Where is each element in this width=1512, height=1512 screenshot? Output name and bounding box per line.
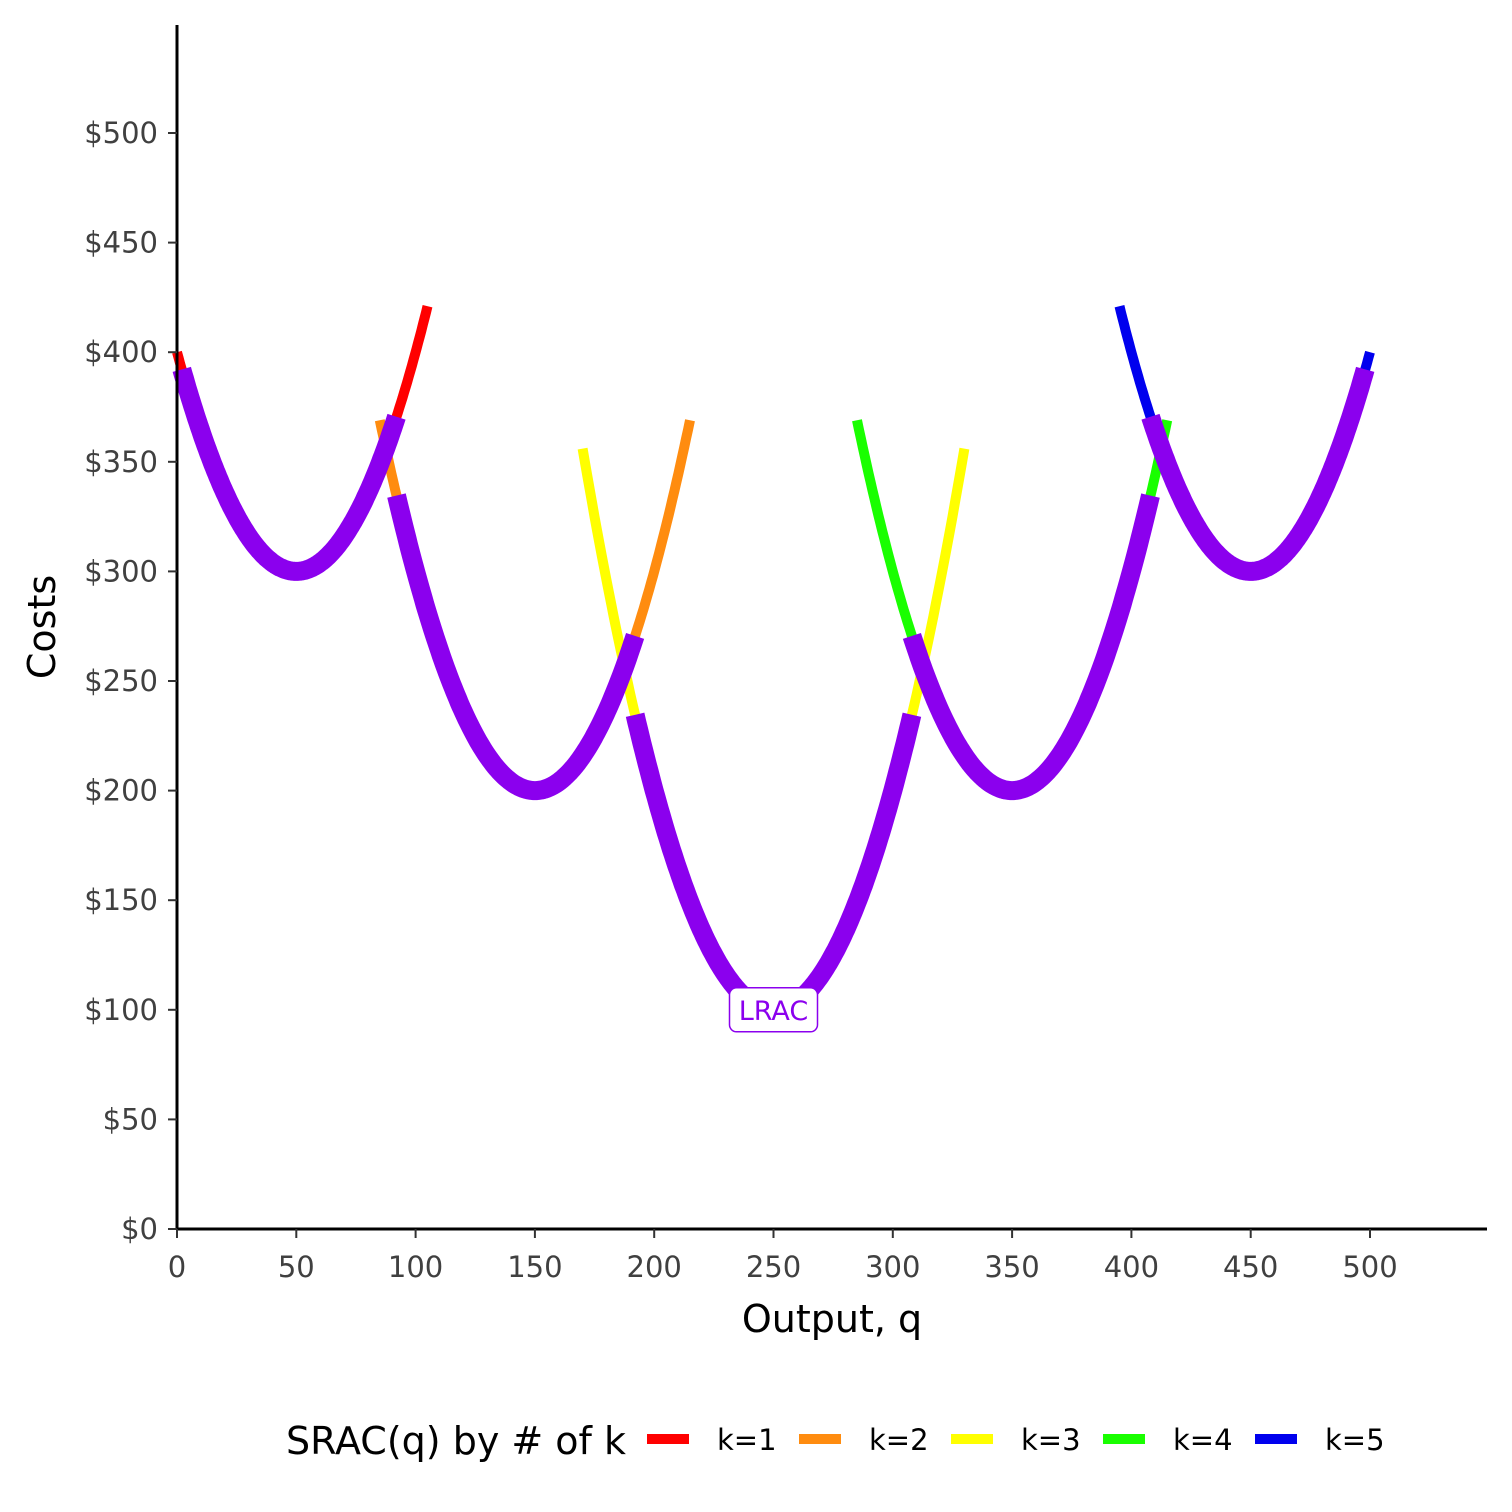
y-tick-label: $100	[84, 993, 158, 1027]
x-tick-label: 300	[865, 1250, 920, 1284]
x-tick-label: 250	[746, 1250, 801, 1284]
y-tick-label: $300	[84, 554, 158, 588]
lrac-line-segment	[172, 364, 406, 581]
lrac-label: LRAC	[739, 996, 809, 1027]
x-tick-label: 200	[627, 1250, 682, 1284]
legend-label-k1: k=1	[717, 1423, 777, 1457]
x-tick-label: 500	[1342, 1250, 1397, 1284]
legend-title: SRAC(q) by # of k	[286, 1419, 626, 1463]
y-axis-title: Costs	[20, 575, 64, 679]
annotations: LRAC	[728, 987, 819, 1033]
x-tick-label: 150	[507, 1250, 562, 1284]
x-tick-label: 50	[278, 1250, 315, 1284]
ticks: 0 50 100 150 200 250 300 350 400 450 500 $0 $50 $100 $…	[84, 116, 1397, 1284]
x-tick-label: 350	[984, 1250, 1039, 1284]
lrac-line-segment	[1141, 364, 1375, 581]
axes	[175, 25, 1487, 1231]
y-tick-label: $400	[84, 335, 158, 369]
lrac-line-segment	[387, 492, 645, 801]
y-tick-label: $0	[121, 1212, 158, 1246]
y-tick-label: $150	[84, 883, 158, 917]
y-tick-label: $500	[84, 116, 158, 150]
x-tick-label: 450	[1223, 1250, 1278, 1284]
x-tick-label: 100	[388, 1250, 443, 1284]
y-tick-label: $450	[84, 226, 158, 260]
lrac-line-segment	[902, 492, 1160, 801]
y-tick-label: $350	[84, 445, 158, 479]
srac-series-group	[172, 305, 1375, 1015]
lrac-line-segment	[625, 712, 922, 1020]
legend-label-k2: k=2	[869, 1423, 929, 1457]
lrac-label-box	[728, 987, 819, 1033]
y-tick-label: $50	[103, 1102, 158, 1136]
x-axis-title: Output, q	[742, 1297, 922, 1341]
legend: SRAC(q) by # of k k=1 k=2 k=3 k=4 k=5	[286, 1419, 1385, 1463]
y-tick-label: $250	[84, 664, 158, 698]
legend-label-k4: k=4	[1173, 1423, 1233, 1457]
x-tick-label: 400	[1104, 1250, 1159, 1284]
x-tick-label: 0	[168, 1250, 186, 1284]
y-tick-label: $200	[84, 774, 158, 808]
lrac-series-group	[172, 364, 1375, 1020]
legend-label-k5: k=5	[1325, 1423, 1385, 1457]
legend-label-k3: k=3	[1021, 1423, 1081, 1457]
